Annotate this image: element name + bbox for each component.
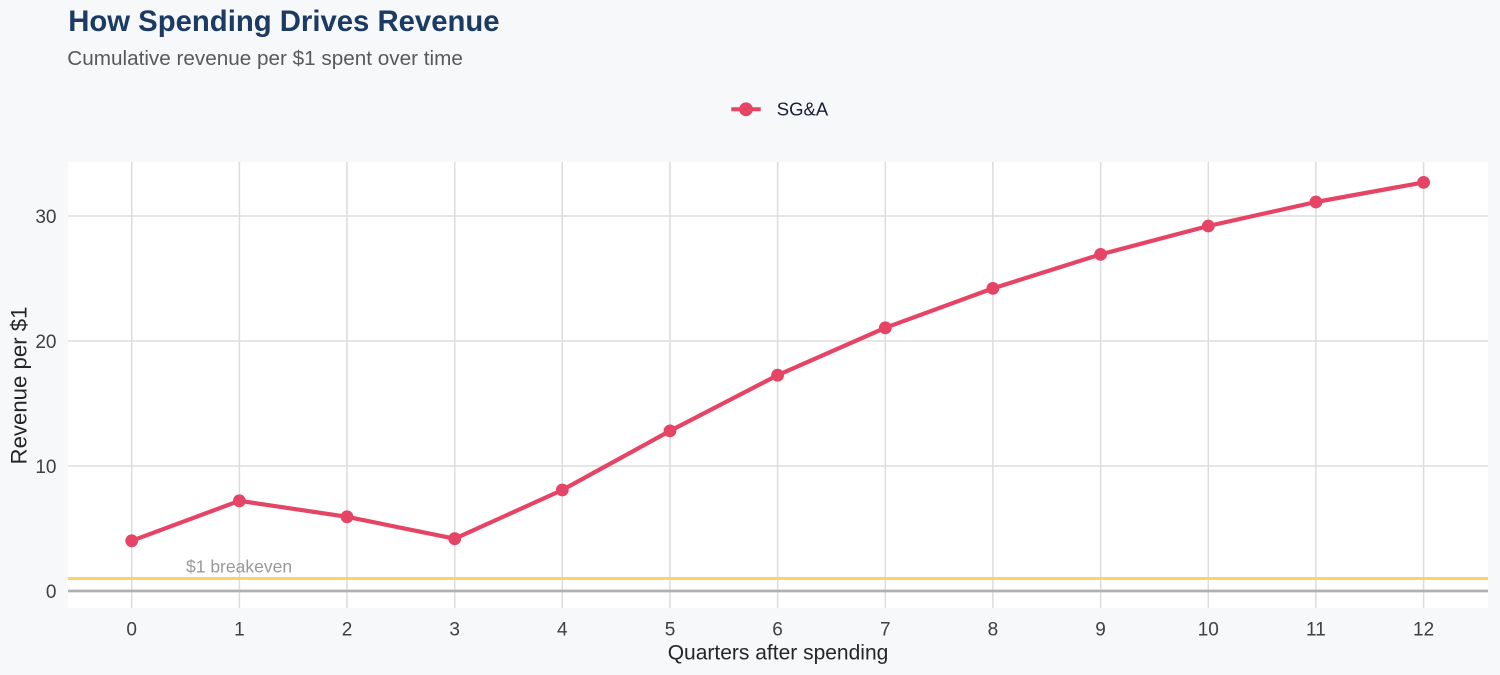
svg-text:1: 1 [234, 620, 245, 641]
svg-text:12: 12 [1413, 620, 1434, 641]
svg-text:$1 breakeven: $1 breakeven [186, 557, 292, 577]
svg-text:10: 10 [35, 457, 56, 478]
svg-text:Quarters after spending: Quarters after spending [668, 642, 889, 665]
svg-text:3: 3 [449, 620, 460, 641]
svg-text:7: 7 [880, 620, 891, 641]
svg-text:6: 6 [772, 620, 783, 641]
svg-text:SG&A: SG&A [777, 99, 829, 120]
svg-text:Cumulative revenue per $1 spen: Cumulative revenue per $1 spent over tim… [67, 47, 463, 70]
svg-text:4: 4 [557, 620, 568, 641]
svg-text:30: 30 [35, 207, 56, 228]
svg-text:5: 5 [665, 620, 676, 641]
svg-text:20: 20 [35, 332, 56, 353]
svg-text:0: 0 [46, 582, 57, 603]
svg-text:How Spending Drives Revenue: How Spending Drives Revenue [68, 5, 499, 38]
svg-text:0: 0 [126, 620, 137, 641]
svg-text:8: 8 [988, 620, 999, 641]
svg-text:9: 9 [1095, 620, 1106, 641]
svg-text:10: 10 [1198, 620, 1219, 641]
svg-text:2: 2 [342, 620, 353, 641]
svg-text:11: 11 [1306, 620, 1326, 641]
svg-text:Revenue per $1: Revenue per $1 [6, 307, 31, 465]
